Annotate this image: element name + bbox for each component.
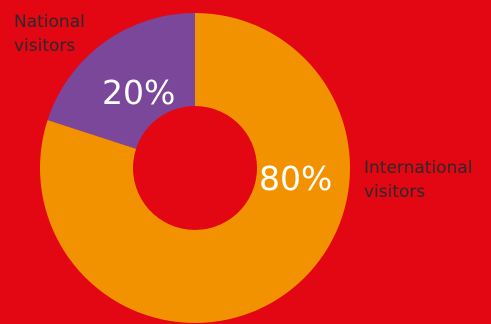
international-label-line-1: International (364, 158, 473, 178)
international-visitors-label: International visitors (364, 156, 473, 204)
international-percent-label: 80% (259, 159, 333, 198)
national-visitors-label: National visitors (14, 10, 85, 58)
national-label-line-1: National (14, 12, 85, 32)
national-label-line-2: visitors (14, 36, 76, 56)
national-percent-label: 20% (102, 73, 176, 112)
international-label-line-2: visitors (364, 182, 426, 202)
slice-national-visitors (47, 13, 195, 149)
slice-international-visitors (40, 13, 351, 324)
